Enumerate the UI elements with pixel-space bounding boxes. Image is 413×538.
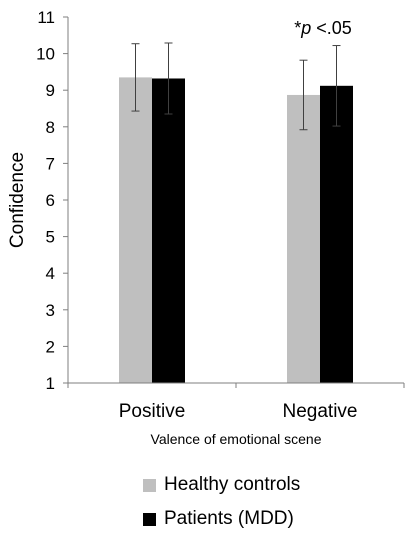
annotation-p: p [300,18,311,38]
bar-chart: 1 2 3 4 5 6 7 8 9 10 11 Positive Negative Confidenc… [7,8,405,447]
y-tick-label: 7 [46,154,55,173]
y-tick-label: 3 [46,301,55,320]
y-tick-label: 10 [36,45,55,64]
annotation-suffix: <.05 [311,18,352,38]
y-axis-label: Confidence [7,152,28,248]
x-axis-label: Valence of emotional scene [151,431,322,447]
y-tick-label: 2 [46,337,55,356]
y-tick-label: 6 [46,191,55,210]
bar-healthy-controls-positive [119,77,152,383]
y-tick-label: 1 [46,374,55,393]
y-tick-label: 4 [46,264,55,283]
x-tick-label: Positive [119,401,186,422]
x-axis: Positive Negative [67,382,405,422]
y-tick-label: 11 [37,8,55,27]
significance-annotation: *p <.05 [294,18,352,38]
legend-item-healthy-controls: Healthy controls [143,470,300,500]
y-tick-label: 8 [46,118,55,137]
bars [119,77,353,384]
legend-item-patients-mdd: Patients (MDD) [143,504,300,534]
error-bars [131,42,341,131]
annotation-prefix: * [294,18,301,38]
y-axis: 1 2 3 4 5 6 7 8 9 10 11 [36,8,69,393]
bar-patients-mdd--positive [152,78,185,383]
legend-swatch-healthy-controls [143,478,156,492]
legend: Healthy controls Patients (MDD) [143,470,300,538]
bar-patients-mdd--negative [320,85,353,384]
legend-label-healthy-controls: Healthy controls [164,474,301,495]
y-tick-label: 5 [46,228,55,247]
bar-healthy-controls-negative [287,94,320,383]
x-tick-label: Negative [283,401,358,422]
legend-label-patients-mdd: Patients (MDD) [164,508,294,529]
y-tick-label: 9 [46,81,55,100]
legend-swatch-patients-mdd [143,512,156,526]
